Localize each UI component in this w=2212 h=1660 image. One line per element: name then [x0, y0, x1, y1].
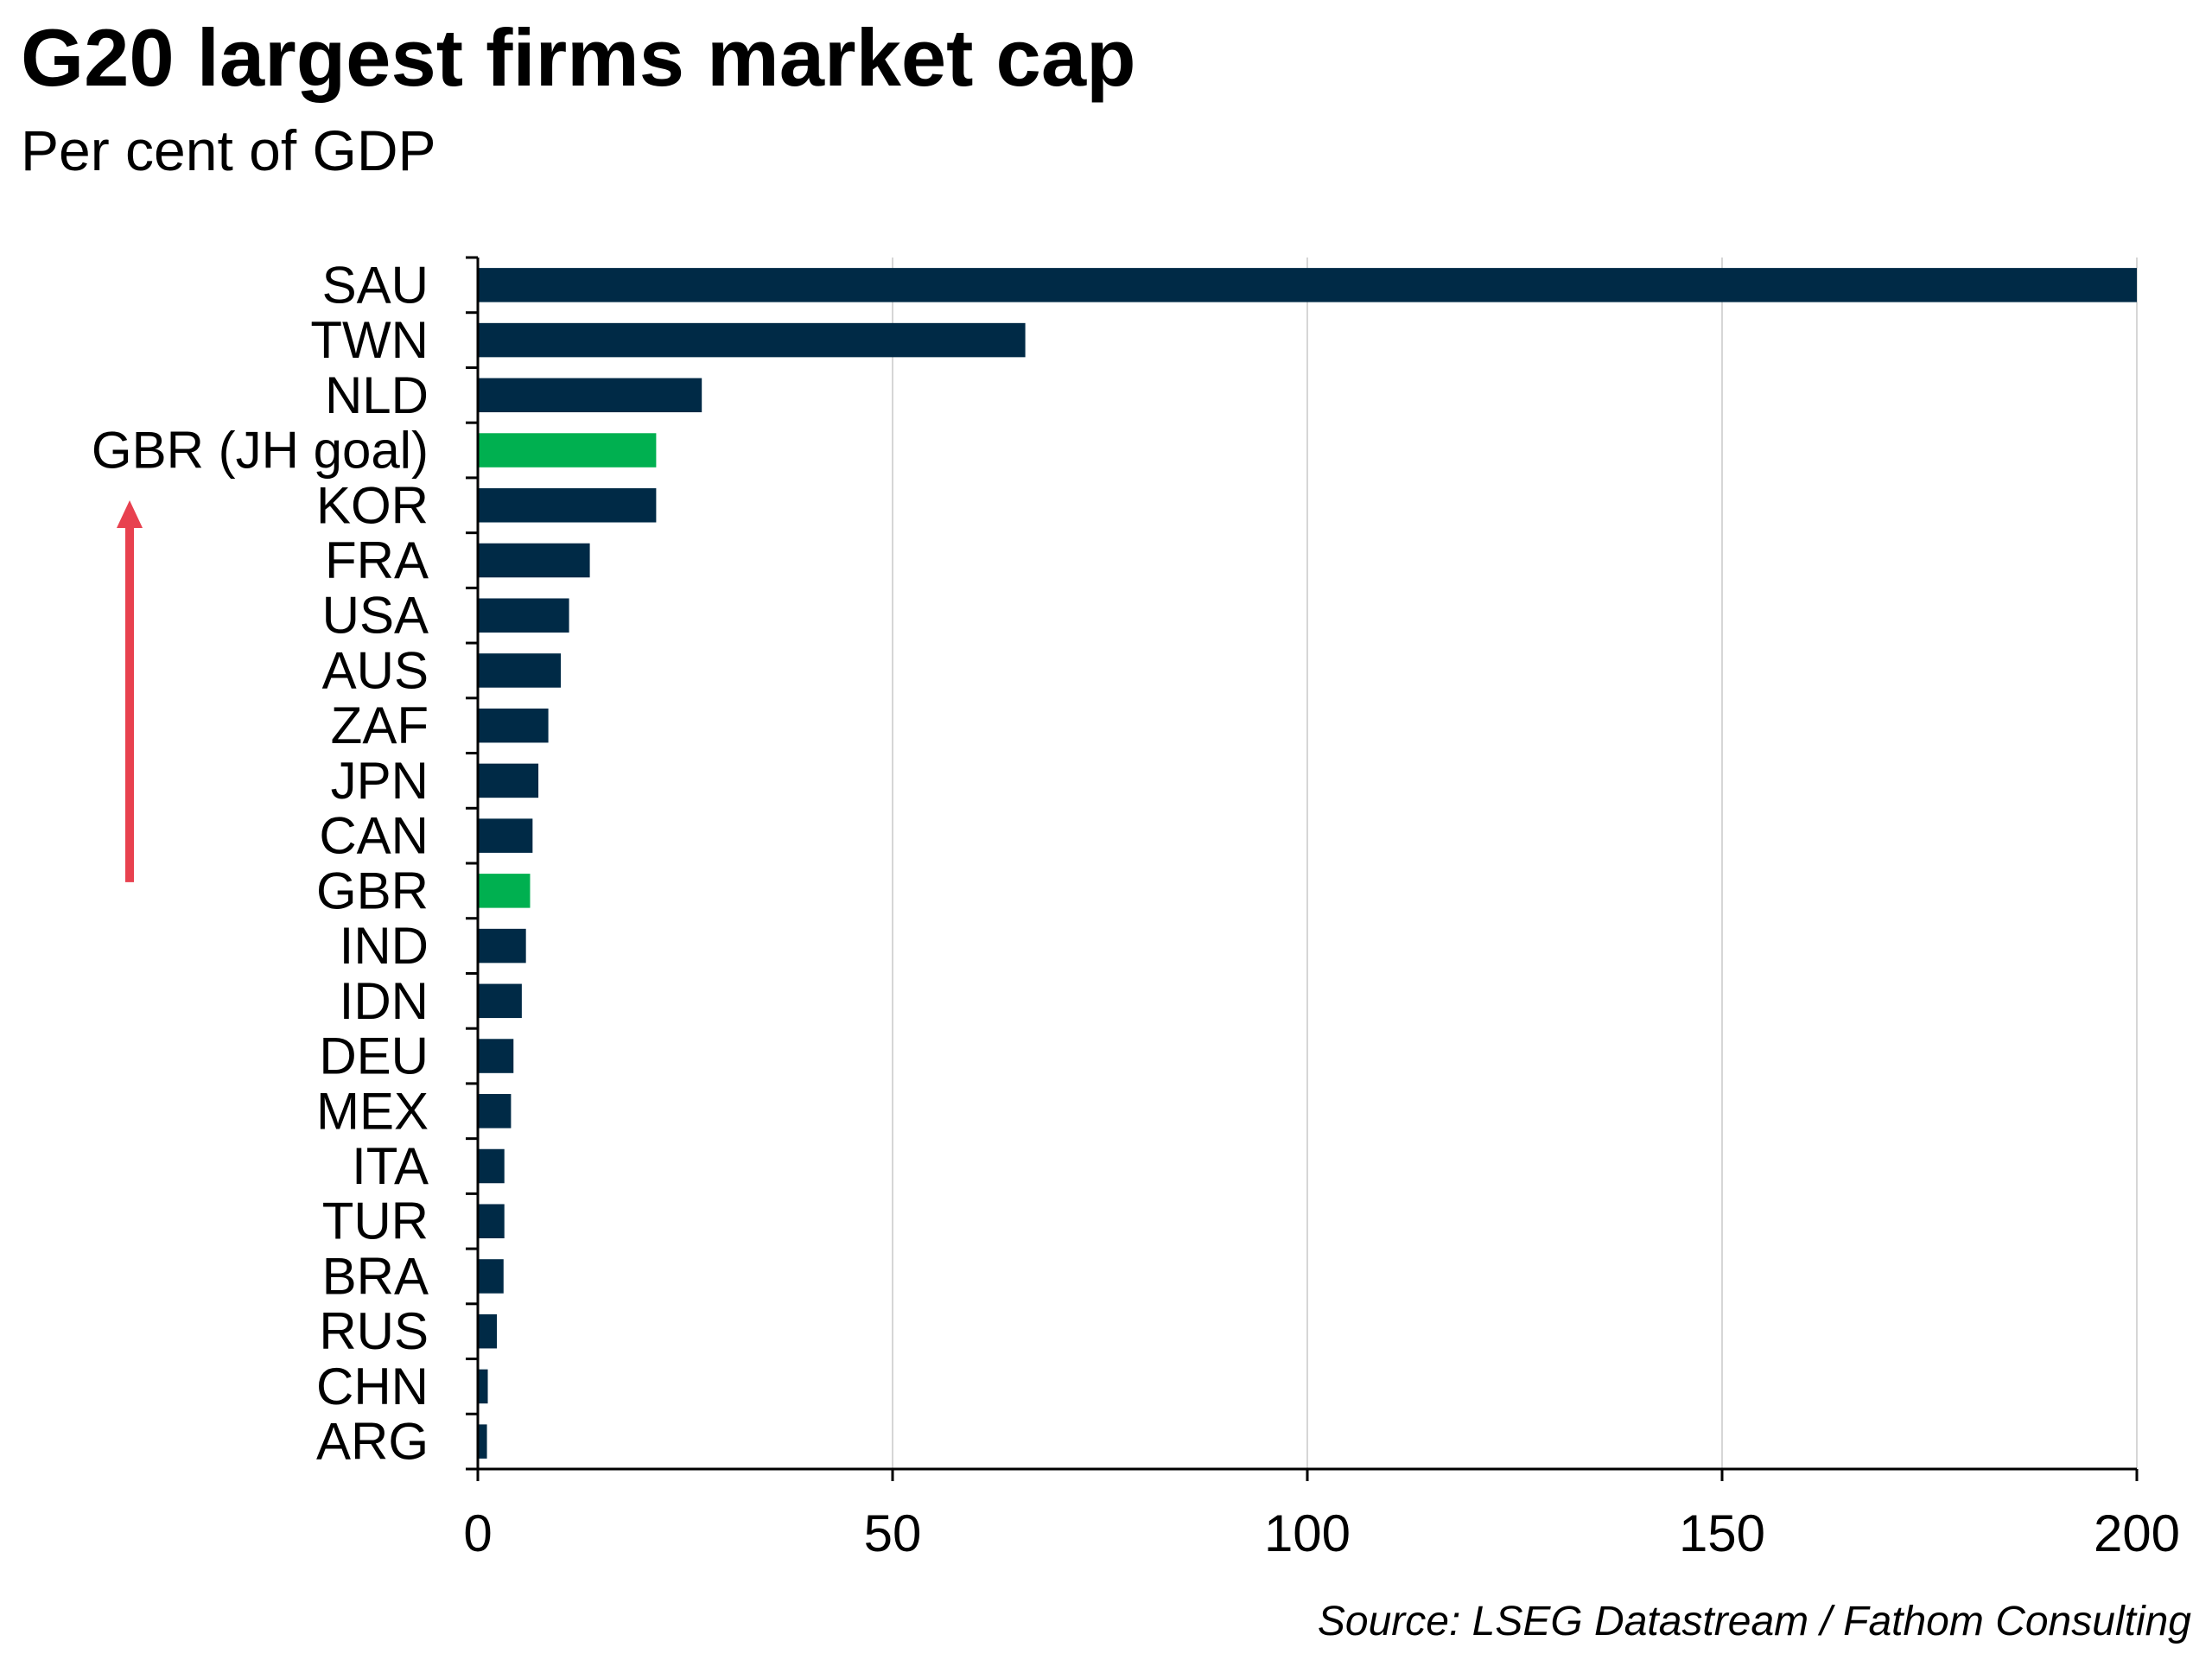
x-tick-label-150: 150	[1679, 1504, 1765, 1562]
bar-jpn	[478, 763, 539, 798]
x-tick-label-0: 0	[463, 1504, 492, 1562]
bar-ita	[478, 1148, 505, 1184]
category-label-chn: CHN	[316, 1358, 429, 1415]
bar-sau	[478, 268, 2137, 302]
category-label-zaf: ZAF	[331, 696, 429, 754]
category-label-sau: SAU	[322, 256, 429, 314]
bar-zaf	[478, 708, 549, 743]
bar-tur	[478, 1204, 505, 1238]
bar-rus	[478, 1313, 498, 1349]
chart-subtitle: Per cent of GDP	[21, 118, 436, 182]
category-label-tur: TUR	[322, 1193, 429, 1250]
category-label-twn: TWN	[310, 311, 429, 369]
chart-title: G20 largest firms market cap	[21, 12, 1136, 103]
annotations	[117, 500, 143, 882]
category-label-nld: NLD	[325, 366, 429, 424]
category-label-ita: ITA	[352, 1137, 429, 1195]
category-label-can: CAN	[319, 807, 429, 865]
bars	[478, 268, 2137, 1459]
category-label-arg: ARG	[316, 1413, 429, 1471]
bar-can	[478, 818, 533, 853]
bar-fra	[478, 543, 590, 578]
category-label-kor: KOR	[316, 476, 429, 534]
bar-arg	[478, 1424, 487, 1459]
category-label-bra: BRA	[322, 1247, 429, 1305]
bar-twn	[478, 322, 1026, 358]
category-label-rus: RUS	[319, 1302, 429, 1360]
category-label-deu: DEU	[319, 1027, 429, 1085]
source-note: Source: LSEG Datastream / Fathom Consult…	[1317, 1599, 2191, 1644]
category-label-idn: IDN	[340, 972, 429, 1030]
category-label-jpn: JPN	[331, 752, 429, 810]
bar-ind	[478, 928, 526, 964]
category-label-ind: IND	[340, 917, 429, 975]
arrow-head	[117, 500, 143, 529]
bar-kor	[478, 488, 657, 523]
bar-idn	[478, 983, 522, 1019]
category-label-gbr: GBR	[316, 862, 429, 919]
bar-deu	[478, 1039, 514, 1073]
x-tick-label-200: 200	[2094, 1504, 2180, 1562]
category-label-fra: FRA	[325, 531, 429, 589]
bar-mex	[478, 1094, 512, 1129]
bar-aus	[478, 653, 561, 688]
category-label-aus: AUS	[322, 641, 429, 699]
bar-gbr	[478, 874, 531, 908]
tick-labels: 0 50 100 150 200	[463, 1504, 2180, 1562]
axes	[466, 256, 2139, 1481]
bar-usa	[478, 598, 569, 633]
bar-gbr-jh-goal	[478, 433, 657, 467]
category-label-usa: USA	[322, 587, 429, 645]
bar-bra	[478, 1259, 504, 1294]
x-tick-label-100: 100	[1264, 1504, 1351, 1562]
category-label-gbr-jh-goal: GBR (JH goal)	[92, 422, 429, 480]
category-label-mex: MEX	[316, 1082, 429, 1140]
x-tick-label-50: 50	[864, 1504, 922, 1562]
bar-chn	[478, 1369, 488, 1404]
bar-nld	[478, 378, 702, 413]
gridlines	[892, 258, 2138, 1469]
